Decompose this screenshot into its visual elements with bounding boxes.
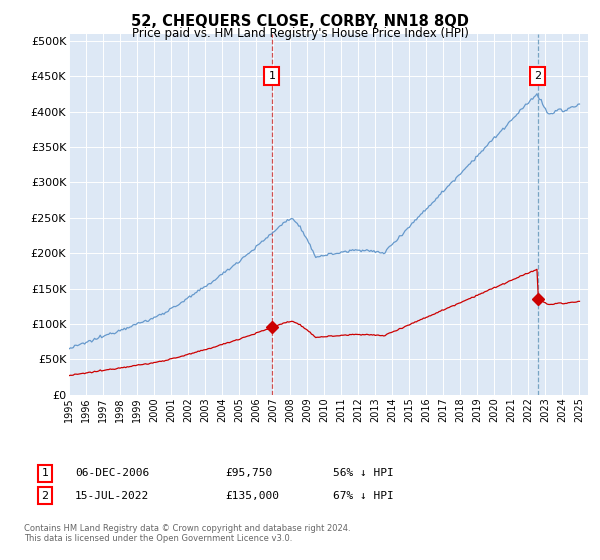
Text: 15-JUL-2022: 15-JUL-2022 [75,491,149,501]
Text: 1: 1 [41,468,49,478]
Text: 67% ↓ HPI: 67% ↓ HPI [333,491,394,501]
Text: 06-DEC-2006: 06-DEC-2006 [75,468,149,478]
Text: £135,000: £135,000 [225,491,279,501]
Text: 52, CHEQUERS CLOSE, CORBY, NN18 8QD: 52, CHEQUERS CLOSE, CORBY, NN18 8QD [131,14,469,29]
Text: £95,750: £95,750 [225,468,272,478]
Text: Price paid vs. HM Land Registry's House Price Index (HPI): Price paid vs. HM Land Registry's House … [131,27,469,40]
Text: Contains HM Land Registry data © Crown copyright and database right 2024.
This d: Contains HM Land Registry data © Crown c… [24,524,350,543]
Text: 2: 2 [41,491,49,501]
Text: 56% ↓ HPI: 56% ↓ HPI [333,468,394,478]
Text: 1: 1 [268,71,275,81]
Text: 2: 2 [534,71,541,81]
